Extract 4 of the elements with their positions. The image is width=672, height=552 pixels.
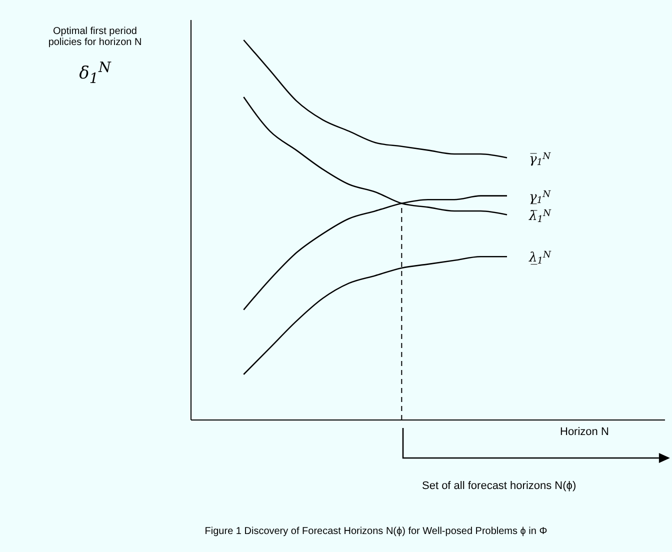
- x-axis-title: Horizon N: [560, 426, 609, 438]
- text: Figure 1 Discovery of Forecast Horizons N(ϕ) for Well-posed Problems ϕ in Φ: [204, 526, 548, 537]
- y-axis-title: Optimal first period policies for horizon N: [47, 26, 143, 48]
- text: Set of all forecast horizons N(ϕ): [422, 480, 576, 492]
